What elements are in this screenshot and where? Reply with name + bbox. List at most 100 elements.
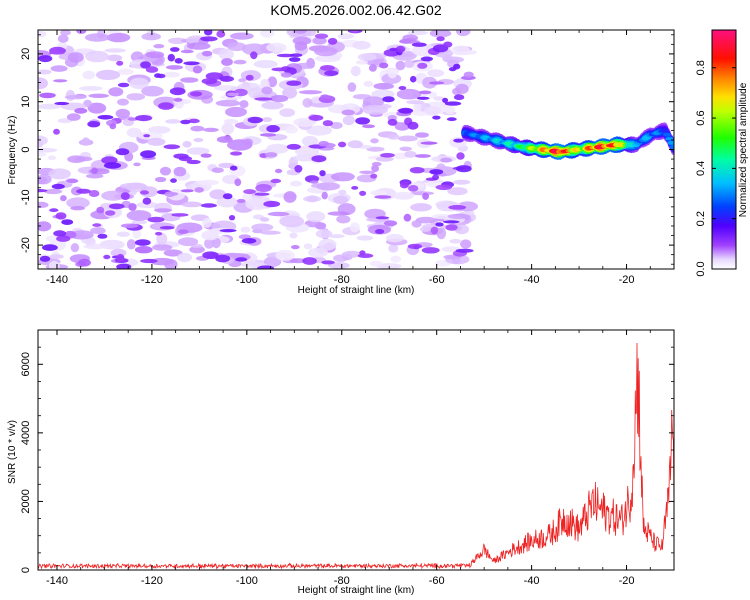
noise-blob (424, 106, 441, 115)
noise-blob (104, 48, 126, 53)
noise-blob (463, 71, 474, 78)
x-tick-label: -140 (46, 575, 68, 587)
noise-blob (211, 237, 221, 249)
noise-blob (456, 30, 471, 37)
noise-blob (134, 246, 153, 254)
noise-blob (411, 42, 427, 47)
noise-blob (351, 186, 359, 190)
noise-blob (38, 201, 49, 208)
noise-blob (53, 79, 68, 83)
snr-ticks: -140 -120 -100 -80 -60 -40 -20 0 2000 4000 6000 (20, 330, 675, 587)
noise-blob (415, 132, 429, 138)
noise-blob (38, 152, 47, 157)
noise-blob (173, 97, 183, 102)
noise-blob (117, 82, 130, 88)
noise-blob (163, 144, 181, 150)
noise-blob (257, 265, 275, 269)
noise-blob (399, 38, 412, 44)
noise-blob (225, 106, 247, 118)
noise-blob (294, 145, 319, 157)
noise-blob (142, 197, 152, 205)
noise-blob (404, 151, 417, 158)
noise-blob (415, 154, 431, 158)
noise-blob (286, 143, 301, 150)
noise-blob (66, 197, 90, 209)
noise-blob (350, 65, 361, 77)
y-tick-label: 20 (20, 48, 32, 60)
x-tick-label: -60 (429, 274, 445, 286)
colorbar-tick-label: 0.0 (695, 261, 707, 276)
noise-blob (355, 117, 370, 125)
noise-blob (116, 263, 132, 269)
noise-blob (70, 206, 85, 211)
noise-blob (134, 239, 151, 246)
noise-blob (289, 232, 298, 239)
figure-title: KOM5.2026.002.06.42.G02 (270, 2, 441, 18)
noise-blob (408, 185, 419, 192)
noise-blob (171, 213, 189, 217)
signal-blob (660, 128, 669, 133)
noise-blob (421, 247, 440, 254)
noise-blob (321, 260, 335, 265)
noise-blob (70, 243, 80, 253)
noise-blob (160, 166, 171, 176)
signal-blob (665, 137, 674, 141)
noise-blob (39, 255, 51, 262)
colorbar: 0.0 0.2 0.4 0.6 0.8 Normalized spectral ampl… (695, 29, 749, 277)
noise-blob (74, 107, 88, 114)
noise-blob (128, 203, 137, 211)
noise-blob (209, 189, 227, 200)
noise-blob (397, 135, 418, 142)
noise-blob (444, 105, 456, 115)
noise-blob (455, 165, 472, 173)
noise-blob (140, 150, 157, 159)
noise-blob (327, 211, 350, 216)
noise-blob (359, 250, 366, 256)
noise-blob (448, 67, 457, 72)
noise-blob (180, 49, 194, 54)
noise-blob (38, 135, 48, 146)
noise-blob (404, 60, 415, 68)
noise-blob (406, 100, 424, 105)
noise-blob (320, 94, 330, 99)
x-tick-label: -80 (334, 274, 350, 286)
noise-blob (452, 87, 462, 96)
noise-blob (341, 250, 362, 258)
noise-blob (239, 100, 249, 109)
noise-blob (330, 172, 355, 182)
x-tick-label: -100 (236, 274, 258, 286)
noise-blob (235, 257, 248, 262)
noise-blob (263, 200, 281, 208)
noise-blob (254, 192, 270, 196)
noise-blob (87, 102, 107, 114)
noise-blob (177, 252, 193, 263)
noise-blob (417, 62, 428, 69)
noise-blob (366, 146, 385, 152)
noise-blob (311, 155, 327, 163)
noise-blob (227, 42, 247, 52)
noise-blob (162, 71, 180, 78)
colorbar-tick-label: 0.6 (695, 110, 707, 125)
noise-blob (60, 195, 67, 202)
noise-blob (359, 190, 367, 196)
noise-blob (374, 195, 392, 199)
noise-blob (200, 153, 212, 158)
noise-blob (109, 123, 117, 130)
noise-blob (247, 116, 263, 124)
noise-blob (271, 67, 288, 72)
noise-blob (48, 51, 65, 55)
noise-blob (284, 125, 299, 134)
noise-blob (275, 249, 295, 261)
noise-blob (304, 30, 317, 37)
noise-blob (61, 219, 74, 226)
noise-blob (156, 73, 166, 79)
noise-blob (356, 235, 374, 241)
noise-blob (173, 153, 189, 159)
noise-blob (447, 187, 468, 196)
noise-blob (310, 183, 331, 189)
noise-blob (388, 244, 399, 253)
noise-blob (54, 101, 69, 106)
noise-blob (224, 252, 239, 256)
